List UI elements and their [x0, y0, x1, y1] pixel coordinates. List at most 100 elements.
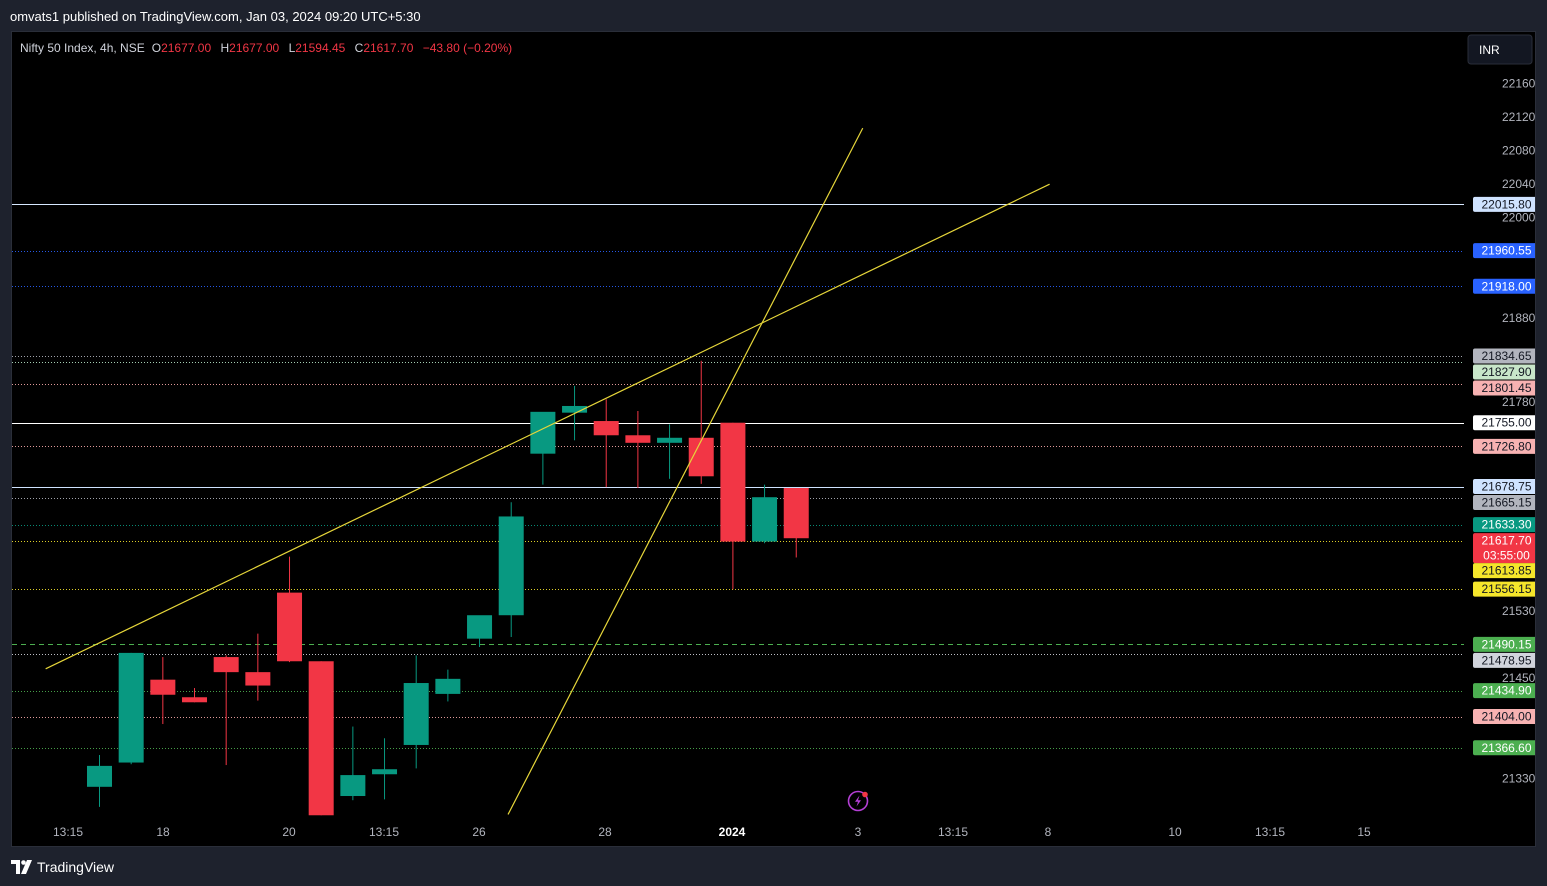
price-tag-label: 21478.95 — [1481, 653, 1531, 667]
currency-button[interactable]: INR — [1467, 34, 1533, 65]
price-tag-bg — [1473, 709, 1535, 725]
candle-body — [277, 592, 303, 662]
last-price-label: 21617.70 — [1481, 534, 1531, 548]
y-tick-label: 21780.00 — [1502, 395, 1535, 409]
price-tag-bg — [1473, 364, 1535, 380]
candle[interactable] — [720, 422, 746, 590]
candle[interactable] — [87, 755, 112, 807]
x-tick-label: 15 — [1357, 825, 1371, 839]
price-tag-label: 21726.80 — [1481, 439, 1531, 453]
candle-body — [562, 405, 588, 413]
price-tag-label: 21434.90 — [1481, 684, 1531, 698]
price-tag: 21918.00 — [1473, 278, 1535, 294]
price-tag-label: 22015.80 — [1481, 197, 1531, 211]
candle[interactable] — [435, 669, 461, 702]
price-tag-label: 21633.30 — [1481, 518, 1531, 532]
price-tag-bg — [1473, 380, 1535, 396]
price-tag-bg — [1473, 348, 1535, 364]
price-tag: 21613.85 — [1473, 563, 1535, 579]
candle[interactable] — [277, 556, 303, 663]
candle-body — [372, 769, 398, 775]
price-tag-label: 21613.85 — [1481, 564, 1531, 578]
price-tag: 21366.60 — [1473, 740, 1535, 756]
candle-body — [213, 657, 239, 673]
candle[interactable] — [182, 688, 208, 703]
trendline-2[interactable] — [507, 127, 864, 815]
x-tick-label: 13:15 — [53, 825, 83, 839]
candle-body — [593, 421, 619, 436]
tradingview-logo-icon — [11, 860, 33, 874]
candle[interactable] — [403, 655, 429, 769]
open-value: 21677.00 — [161, 41, 211, 55]
tradingview-logo[interactable]: TradingView — [11, 857, 114, 877]
candle[interactable] — [498, 502, 524, 637]
candle-body — [783, 488, 809, 539]
candle[interactable] — [467, 615, 493, 648]
candle-body — [118, 652, 144, 763]
price-tag-label: 21490.15 — [1481, 637, 1531, 651]
y-tick-label: 22000.00 — [1502, 211, 1535, 225]
tradingview-brand-text: TradingView — [37, 859, 115, 875]
candle[interactable] — [118, 652, 144, 765]
price-tag: 21960.55 — [1473, 243, 1535, 259]
y-tick-label: 22160.00 — [1502, 77, 1535, 91]
price-tag-label: 21834.65 — [1481, 349, 1531, 363]
published-by-text: omvats1 published on TradingView.com, Ja… — [10, 9, 421, 24]
candle[interactable] — [372, 738, 398, 800]
price-tag-bg — [1473, 243, 1535, 259]
y-tick-label: 22120.00 — [1502, 110, 1535, 124]
candle-body — [625, 435, 651, 443]
x-tick-label: 13:15 — [938, 825, 968, 839]
price-tag-bg — [1473, 479, 1535, 495]
change-value: −43.80 (−0.20%) — [423, 41, 512, 55]
close-value: 21617.70 — [363, 41, 413, 55]
candle[interactable] — [308, 661, 334, 816]
currency-button-box[interactable] — [1467, 34, 1533, 65]
candle[interactable] — [150, 657, 176, 725]
price-tag-label: 21918.00 — [1481, 279, 1531, 293]
price-tag: 21827.90 — [1473, 364, 1535, 380]
price-tag: 21478.95 — [1473, 652, 1535, 668]
candle[interactable] — [245, 633, 271, 701]
price-tag-bg — [1473, 196, 1535, 212]
candle-body — [498, 516, 524, 616]
candle-body — [752, 497, 778, 542]
x-tick-label: 13:15 — [1255, 825, 1285, 839]
trendline-1[interactable] — [45, 183, 1050, 670]
price-tag: 21404.00 — [1473, 709, 1535, 725]
price-tag-bg — [1473, 563, 1535, 579]
y-tick-label: 21450.00 — [1502, 671, 1535, 685]
y-tick-label: 21880.00 — [1502, 311, 1535, 325]
price-tag-bg — [1473, 517, 1535, 533]
price-tag-bg — [1473, 740, 1535, 756]
candle[interactable] — [657, 424, 683, 479]
low-prefix: L — [289, 41, 296, 55]
x-tick-label: 26 — [472, 825, 486, 839]
price-tag: 21801.45 — [1473, 380, 1535, 396]
price-tag-bg — [1473, 278, 1535, 294]
lightning-icon[interactable] — [847, 790, 869, 812]
candle[interactable] — [625, 410, 651, 489]
candle[interactable] — [752, 484, 778, 544]
price-tag-label: 21755.00 — [1481, 416, 1531, 430]
candle[interactable] — [593, 399, 619, 488]
candle-body — [467, 615, 493, 639]
candle-body — [245, 672, 271, 686]
chart-area[interactable]: 22160.00 22120.00 22080.00 22040.00 22000.00… — [11, 31, 1536, 847]
price-tag-label: 21801.45 — [1481, 381, 1531, 395]
price-tag-bg — [1473, 495, 1535, 511]
price-tag: 21726.80 — [1473, 438, 1535, 454]
candle-body — [657, 437, 683, 443]
candle[interactable] — [213, 655, 239, 766]
candle-body — [403, 683, 429, 745]
candle-body — [720, 422, 746, 542]
x-tick-label: 3 — [855, 825, 862, 839]
candlestick-chart[interactable]: 22160.00 22120.00 22080.00 22040.00 22000.00… — [12, 32, 1535, 846]
price-tag: 21434.90 — [1473, 683, 1535, 699]
close-prefix: C — [355, 41, 364, 55]
candle[interactable] — [340, 726, 366, 801]
price-tag-label: 21404.00 — [1481, 710, 1531, 724]
last-price-bg — [1473, 533, 1535, 564]
price-tag-bg — [1473, 683, 1535, 699]
candle[interactable] — [783, 488, 809, 558]
